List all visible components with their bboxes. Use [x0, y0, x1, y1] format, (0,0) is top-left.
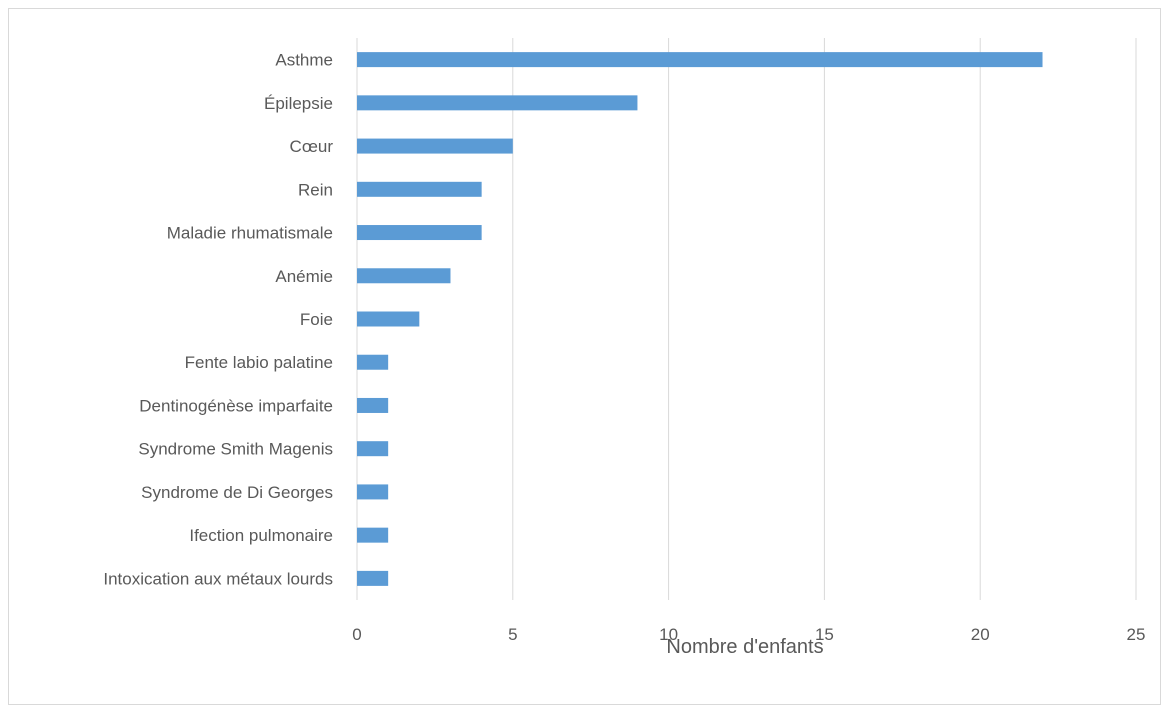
- category-label: Foie: [300, 310, 333, 329]
- category-labels: Asthme Épilepsie Cœur Rein Maladie rhumatism…: [103, 51, 333, 589]
- x-tick-label: 0: [352, 625, 361, 644]
- bar: [357, 354, 389, 370]
- grid-lines: [356, 38, 1137, 600]
- category-label: Syndrome Smith Magenis: [138, 440, 333, 459]
- x-tick-label: 25: [1127, 625, 1146, 644]
- category-label: Maladie rhumatismale: [167, 224, 333, 243]
- category-label: Cœur: [290, 137, 334, 156]
- chart-frame: [8, 8, 1161, 705]
- bar: [357, 397, 389, 413]
- x-tick-labels: 0 5 10 15 20 25: [352, 625, 1145, 644]
- bar: [357, 311, 420, 327]
- x-tick-label: 5: [508, 625, 517, 644]
- bar: [357, 95, 638, 111]
- bar: [357, 225, 482, 241]
- x-tick-label: 15: [815, 625, 834, 644]
- bar: [357, 570, 389, 586]
- bar: [357, 484, 389, 500]
- category-label: Asthme: [275, 51, 333, 70]
- bar: [357, 441, 389, 457]
- x-axis-title: Nombre d'enfants: [666, 636, 823, 658]
- bar: [357, 52, 1043, 68]
- bar: [357, 527, 389, 543]
- bar: [357, 181, 482, 197]
- category-label: Intoxication aux métaux lourds: [103, 569, 333, 588]
- x-tick-label: 10: [659, 625, 678, 644]
- bars: [357, 52, 1043, 586]
- category-label: Syndrome de Di Georges: [141, 483, 333, 502]
- bar: [357, 138, 513, 154]
- category-label: Ifection pulmonaire: [189, 526, 333, 545]
- category-label: Rein: [298, 180, 333, 199]
- category-label: Épilepsie: [264, 94, 333, 113]
- category-label: Dentinogénèse imparfaite: [139, 396, 333, 415]
- x-tick-label: 20: [971, 625, 990, 644]
- category-label: Anémie: [275, 267, 333, 286]
- bar: [357, 268, 451, 284]
- category-label: Fente labio palatine: [185, 353, 333, 372]
